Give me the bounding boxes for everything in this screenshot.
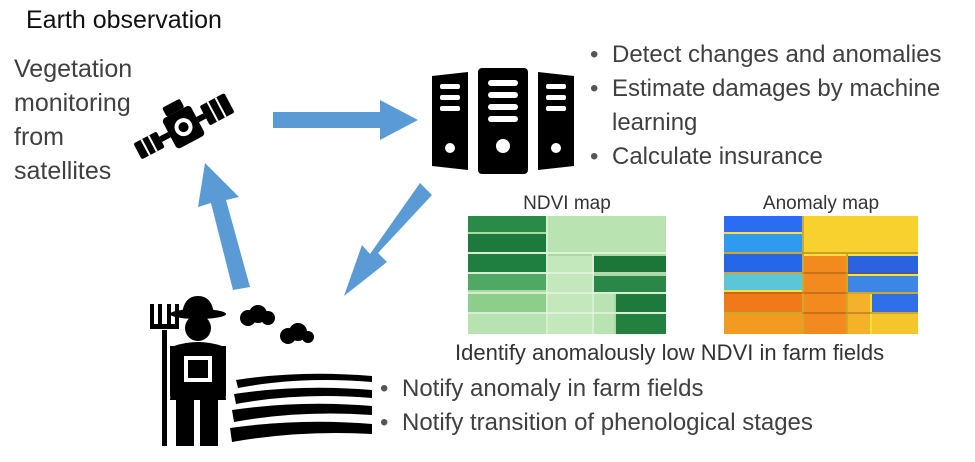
diagram-title: Earth observation [26, 6, 222, 34]
ndvi-map-label: NDVI map [523, 193, 611, 214]
anomaly-map-label: Anomaly map [762, 193, 880, 214]
arrow-server-to-farm [344, 183, 432, 296]
satellite-label-line: satellites [14, 157, 112, 185]
satellite-icon [134, 93, 234, 159]
server-tasks-list: Detect changes and anomalies Estimate da… [588, 38, 973, 174]
satellite-label-line: from [14, 123, 64, 151]
farm-notifications-list: Notify anomaly in farm fields Notify tra… [378, 372, 938, 440]
arrow-farm-to-satellite [198, 163, 250, 290]
list-item: Notify anomaly in farm fields [378, 372, 938, 406]
farmer-icon [150, 296, 372, 446]
anomaly-map-image [724, 216, 918, 334]
list-item: Detect changes and anomalies [588, 38, 973, 72]
list-item: Estimate damages by machine learning [588, 72, 973, 140]
ndvi-map-image [468, 216, 666, 334]
arrow-satellite-to-server [273, 100, 418, 140]
satellite-label: Vegetation monitoring from satellites [14, 52, 154, 188]
maps-caption: Identify anomalously low NDVI in farm fi… [455, 340, 885, 365]
list-item: Calculate insurance [588, 140, 973, 174]
list-item: Notify transition of phenological stages [378, 406, 938, 440]
server-icon [432, 68, 574, 174]
satellite-label-line: Vegetation [14, 55, 133, 83]
satellite-label-line: monitoring [14, 89, 131, 117]
